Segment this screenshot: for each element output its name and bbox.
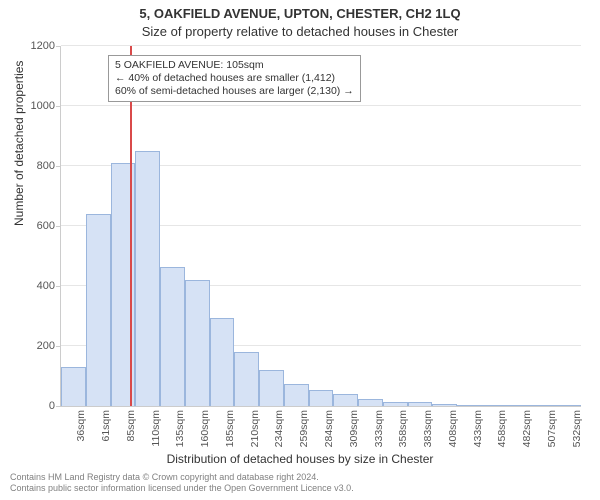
x-tick-label: 358sqm [397, 410, 409, 447]
x-tick-label: 234sqm [273, 410, 285, 447]
histogram-bar [210, 318, 235, 407]
x-tick-label: 259sqm [298, 410, 310, 447]
x-tick-label: 185sqm [224, 410, 236, 447]
histogram-bar [61, 367, 86, 406]
y-tick-label: 1200 [5, 40, 55, 52]
x-tick-label: 507sqm [546, 410, 558, 447]
y-tick-label: 1000 [5, 100, 55, 112]
x-tick-label: 383sqm [422, 410, 434, 447]
y-axis-label: Number of detached properties [12, 61, 26, 226]
x-tick-label: 532sqm [571, 410, 583, 447]
histogram-bar [556, 405, 581, 406]
histogram-bar [309, 390, 334, 407]
x-tick-label: 482sqm [521, 410, 533, 447]
x-tick-label: 284sqm [323, 410, 335, 447]
histogram-bar [383, 402, 408, 407]
histogram-bar [259, 370, 284, 406]
histogram-bar [482, 405, 507, 407]
histogram-bar [532, 405, 557, 406]
x-tick-label: 210sqm [249, 410, 261, 447]
histogram-bar [86, 214, 111, 406]
x-tick-label: 333sqm [373, 410, 385, 447]
x-tick-label: 433sqm [472, 410, 484, 447]
histogram-bar [507, 405, 532, 406]
x-tick-label: 309sqm [348, 410, 360, 447]
chart-container: 5, OAKFIELD AVENUE, UPTON, CHESTER, CH2 … [0, 0, 600, 500]
histogram-bar [284, 384, 309, 407]
histogram-bar [185, 280, 210, 406]
x-tick-label: 160sqm [199, 410, 211, 447]
y-tick-label: 200 [5, 340, 55, 352]
annotation-line2: ← 40% of detached houses are smaller (1,… [115, 72, 354, 85]
x-tick-label: 85sqm [125, 410, 137, 442]
credits-line2: Contains public sector information licen… [10, 483, 354, 494]
x-tick-label: 135sqm [174, 410, 186, 447]
annotation-line1: 5 OAKFIELD AVENUE: 105sqm [115, 59, 354, 72]
histogram-bar [457, 405, 482, 407]
histogram-bar [160, 267, 185, 407]
y-tick-label: 0 [5, 400, 55, 412]
histogram-bar [333, 394, 358, 406]
histogram-bar [234, 352, 259, 406]
histogram-bar [135, 151, 160, 406]
x-tick-label: 36sqm [75, 410, 87, 442]
title-sub: Size of property relative to detached ho… [0, 24, 600, 39]
annotation-box: 5 OAKFIELD AVENUE: 105sqm ← 40% of detac… [108, 55, 361, 102]
y-tick-label: 400 [5, 280, 55, 292]
annotation-line3: 60% of semi-detached houses are larger (… [115, 85, 354, 98]
histogram-bar [358, 399, 383, 407]
y-tick-label: 800 [5, 160, 55, 172]
x-tick-label: 61sqm [100, 410, 112, 442]
credits: Contains HM Land Registry data © Crown c… [10, 472, 354, 494]
y-tick-label: 600 [5, 220, 55, 232]
x-tick-label: 458sqm [496, 410, 508, 447]
x-tick-label: 110sqm [150, 410, 162, 447]
x-axis-label: Distribution of detached houses by size … [0, 452, 600, 466]
credits-line1: Contains HM Land Registry data © Crown c… [10, 472, 354, 483]
histogram-bar [432, 404, 457, 406]
title-main: 5, OAKFIELD AVENUE, UPTON, CHESTER, CH2 … [0, 6, 600, 21]
x-tick-label: 408sqm [447, 410, 459, 447]
histogram-bar [408, 402, 433, 407]
